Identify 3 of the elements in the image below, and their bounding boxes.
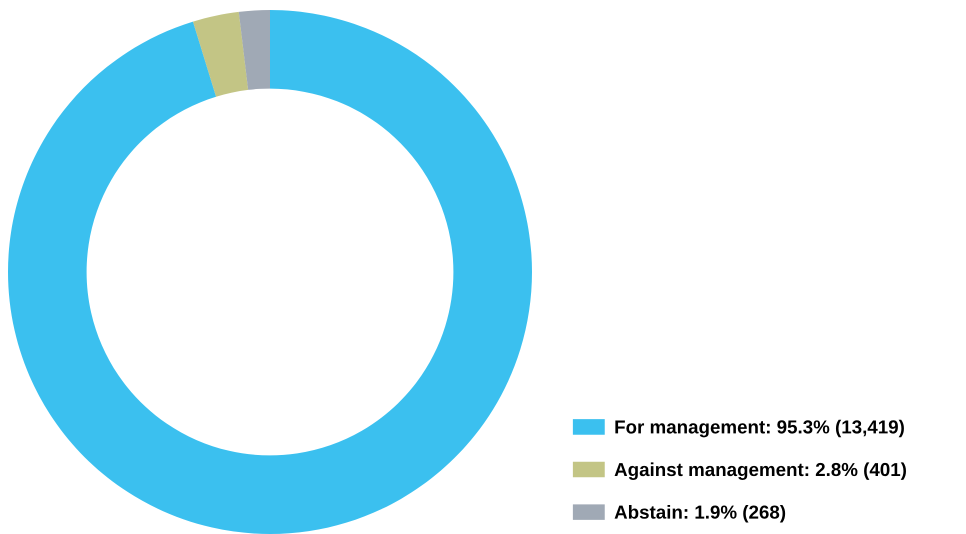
legend-label: Against management: 2.8% (401) bbox=[614, 462, 906, 480]
legend-label: For management: 95.3% (13,419) bbox=[615, 420, 904, 438]
legend-label: Abstain: 1.9% (268) bbox=[614, 504, 786, 522]
